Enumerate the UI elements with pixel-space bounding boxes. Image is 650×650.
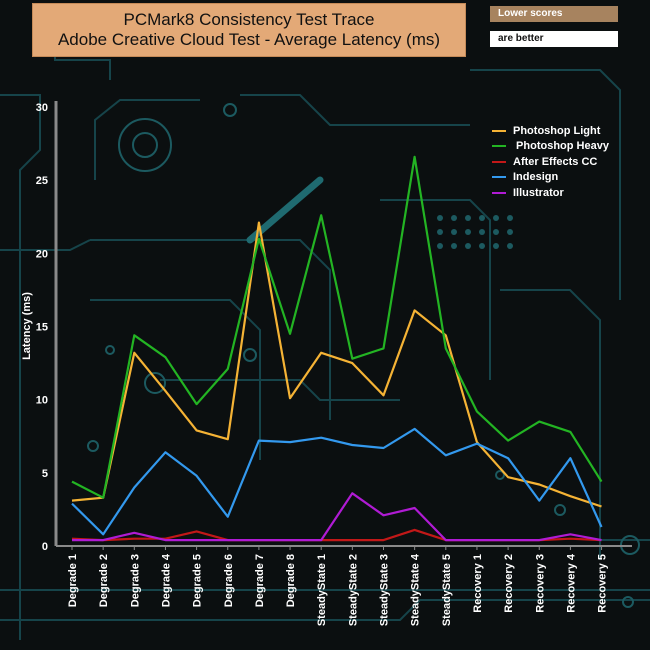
circuit-dot	[451, 215, 457, 221]
legend-item: Illustrator	[492, 185, 609, 201]
x-tick-label: Degrade 2	[98, 554, 110, 607]
circuit-dot	[493, 215, 499, 221]
series-line-photoshop-heavy	[71, 155, 603, 499]
legend-label: After Effects CC	[513, 155, 598, 168]
legend-label: Photoshop Heavy	[513, 140, 609, 153]
circuit-dot	[479, 215, 485, 221]
circuit-trace	[0, 599, 650, 621]
circuit-dot	[451, 243, 457, 249]
y-tick-label: 0	[42, 541, 48, 553]
circuit-dot	[451, 229, 457, 235]
legend-item: Photoshop Heavy	[492, 139, 609, 155]
x-tick-label: SteadyState 3	[379, 554, 391, 626]
legend-swatch	[492, 160, 506, 163]
circuit-dot	[507, 229, 513, 235]
circuit-dot	[507, 215, 513, 221]
circuit-trace	[500, 289, 601, 560]
legend-item: After Effects CC	[492, 154, 609, 170]
circuit-dot	[493, 229, 499, 235]
legend-item: Indesign	[492, 170, 609, 186]
legend-label: Indesign	[513, 171, 559, 184]
x-tick-label: Recovery 3	[534, 554, 546, 613]
circuit-pad	[622, 596, 634, 608]
legend-swatch	[492, 176, 506, 179]
circuit-trace	[160, 379, 400, 401]
legend-label: Photoshop Light	[513, 124, 601, 137]
y-axis-label: Latency (ms)	[21, 292, 33, 360]
x-tick-label: Recovery 2	[503, 554, 515, 613]
series-lines	[71, 155, 603, 542]
circuit-trace	[380, 199, 491, 380]
circuit-dot	[479, 243, 485, 249]
chart-title-line-1: PCMark8 Consistency Test Trace	[123, 10, 375, 29]
series-line-indesign	[71, 427, 603, 536]
x-tick-label: Degrade 5	[192, 554, 204, 607]
circuit-dot	[465, 243, 471, 249]
x-tick-label: SteadyState 1	[316, 554, 328, 626]
circuit-dot	[465, 229, 471, 235]
circuit-dot	[437, 229, 443, 235]
chart-legend: Photoshop Light Photoshop Heavy After Eff…	[492, 123, 609, 201]
circuit-dot	[493, 243, 499, 249]
circuit-dot	[479, 229, 485, 235]
circuit-dot	[437, 243, 443, 249]
x-tick-label: Recovery 1	[472, 554, 484, 613]
legend-label: Illustrator	[513, 186, 564, 199]
circuit-dot	[465, 215, 471, 221]
circuit-trace	[94, 99, 200, 180]
lower-scores-note: Lower scores	[490, 6, 618, 22]
x-tick-label: Degrade 1	[67, 554, 79, 607]
legend-item: Photoshop Light	[492, 123, 609, 139]
chart-title-box: PCMark8 Consistency Test Trace Adobe Cre…	[32, 3, 466, 57]
circuit-board-background	[0, 20, 650, 640]
circuit-pad	[495, 470, 505, 480]
circuit-pad	[87, 440, 99, 452]
y-tick-label: 15	[36, 322, 48, 334]
legend-swatch	[492, 191, 506, 194]
series-line-photoshop-light	[71, 221, 602, 508]
circuit-pad	[223, 103, 237, 117]
circuit-dot	[437, 215, 443, 221]
y-tick-label: 5	[42, 468, 48, 480]
x-tick-label: Degrade 4	[160, 553, 172, 607]
x-tick-label: SteadyState 2	[347, 554, 359, 626]
are-better-note: are better	[490, 31, 618, 47]
x-tick-label: Recovery 5	[597, 554, 609, 613]
circuit-trace	[0, 94, 41, 640]
circuit-trace	[240, 94, 470, 126]
circuit-dot	[507, 243, 513, 249]
circuit-trace	[470, 69, 621, 300]
x-tick-label: SteadyState 4	[410, 553, 422, 626]
circuit-trace	[90, 239, 331, 420]
legend-swatch	[492, 145, 506, 148]
circuit-bar	[246, 176, 324, 244]
circuit-pad	[243, 348, 257, 362]
circuit-pad	[144, 372, 166, 394]
x-tick-label: SteadyState 5	[441, 554, 453, 626]
y-tick-label: 10	[36, 395, 48, 407]
y-tick-label: 25	[36, 175, 48, 187]
legend-swatch	[492, 129, 506, 132]
x-tick-label: Degrade 8	[285, 554, 297, 607]
series-line-illustrator	[72, 492, 602, 542]
chart-axes: 0 5 10 15 20 25 30 Latency (ms) Degrade 1 Degrade…	[21, 101, 632, 626]
circuit-pad	[554, 504, 566, 516]
x-tick-label: Recovery 4	[565, 553, 577, 613]
circuit-pad	[105, 345, 115, 355]
series-line-after-effects-cc	[71, 528, 602, 542]
x-tick-label: Degrade 3	[129, 554, 141, 607]
x-tick-label: Degrade 7	[254, 554, 266, 607]
y-tick-label: 20	[36, 248, 48, 260]
circuit-pad	[118, 118, 172, 172]
circuit-pad	[132, 132, 158, 158]
circuit-trace	[0, 239, 91, 251]
x-tick-label: Degrade 6	[223, 554, 235, 607]
y-tick-label: 30	[36, 102, 48, 114]
chart-title-line-2: Adobe Creative Cloud Test - Average Late…	[57, 30, 441, 49]
